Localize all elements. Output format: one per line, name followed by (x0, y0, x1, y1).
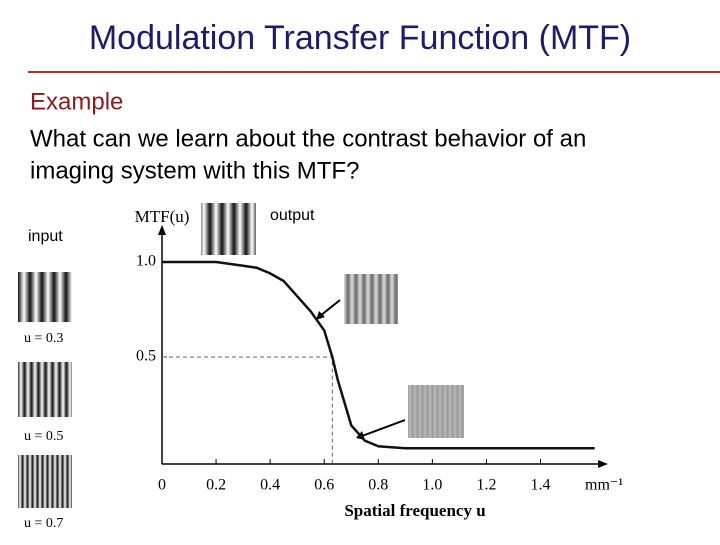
x-tick-label: 1.2 (476, 477, 496, 494)
chart: 0.5 1.0 0 0.2 0.4 0.6 0.8 1.0 1.2 1.4 mm⁻¹ Spatial … (135, 207, 624, 520)
x-tick-label: 0.8 (368, 477, 388, 494)
input-frequency: u = 0.5 (24, 429, 63, 444)
y-tick-label: 0.5 (136, 348, 156, 365)
x-tick-label: 0 (158, 477, 166, 494)
input-label: input (28, 228, 63, 245)
y-axis-arrow (158, 225, 166, 235)
x-tick-label: 1.0 (422, 477, 442, 494)
reference-line (162, 356, 333, 464)
arrow-head (316, 311, 325, 320)
output-label: output (270, 207, 315, 224)
x-unit: mm⁻¹ (585, 477, 623, 494)
slide-title: Modulation Transfer Function (MTF) (89, 19, 631, 57)
x-tick-label: 0.2 (206, 477, 226, 494)
output-grating (408, 385, 464, 438)
input-grating (18, 272, 72, 322)
mtf-curve (162, 260, 595, 450)
arrow (361, 419, 406, 437)
y-axis-title: MTF(u) (135, 207, 190, 226)
body-heading: Example (30, 88, 123, 115)
body-line: What can we learn about the contrast beh… (30, 125, 586, 152)
arrow (319, 299, 341, 317)
body-line: imaging system with this MTF? (30, 157, 359, 184)
y-tick-label: 1.0 (136, 253, 156, 270)
input-frequency: u = 0.3 (24, 331, 63, 346)
x-tick-label: 1.4 (531, 477, 551, 494)
x-tick-label: 0.4 (260, 477, 280, 494)
output-grating (201, 203, 256, 255)
input-frequency: u = 0.7 (24, 516, 63, 531)
x-tick-label: 0.6 (314, 477, 334, 494)
output-grating (344, 274, 398, 324)
x-axis-title: Spatial frequency u (344, 501, 485, 520)
input-grating (18, 362, 72, 417)
x-axis-arrow (598, 460, 608, 468)
input-grating (18, 455, 72, 508)
